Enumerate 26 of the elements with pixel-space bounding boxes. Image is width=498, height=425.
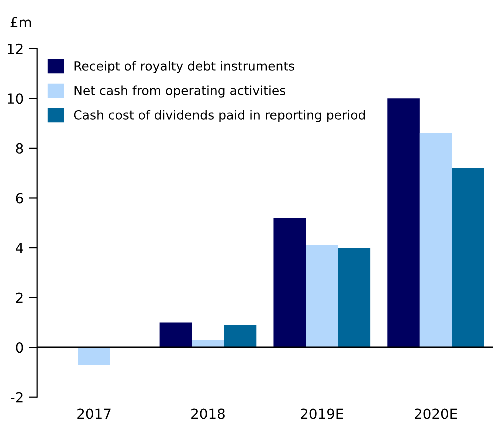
x-tick-label: 2018	[192, 408, 225, 420]
bar	[338, 248, 371, 348]
bar	[420, 134, 452, 348]
bar	[160, 322, 192, 348]
y-tick-label: 4	[16, 243, 24, 254]
bar	[452, 168, 484, 348]
legend-label: Net cash from operating activities	[74, 86, 286, 98]
bar	[78, 348, 110, 366]
bar	[224, 325, 257, 348]
bar	[306, 246, 338, 348]
bar	[274, 218, 306, 348]
legend-label: Cash cost of dividends paid in reporting period	[74, 110, 366, 122]
y-tick-label: 0	[16, 342, 24, 354]
bar	[192, 340, 224, 348]
y-tick-label: 10	[8, 94, 24, 104]
x-tick-label: 2019E	[301, 408, 344, 420]
y-axis-title: £m	[10, 17, 32, 28]
y-tick-label: 8	[16, 143, 24, 154]
legend-label: Receipt of royalty debt instruments	[74, 61, 294, 74]
x-tick-label: 2017	[78, 408, 111, 420]
y-tick-label: -2	[10, 392, 23, 403]
y-tick-label: 12	[8, 44, 23, 54]
x-tick-label: 2020E	[415, 408, 458, 420]
bar	[388, 98, 420, 348]
y-tick-label: 2	[16, 292, 23, 304]
y-tick-label: 6	[16, 193, 24, 204]
